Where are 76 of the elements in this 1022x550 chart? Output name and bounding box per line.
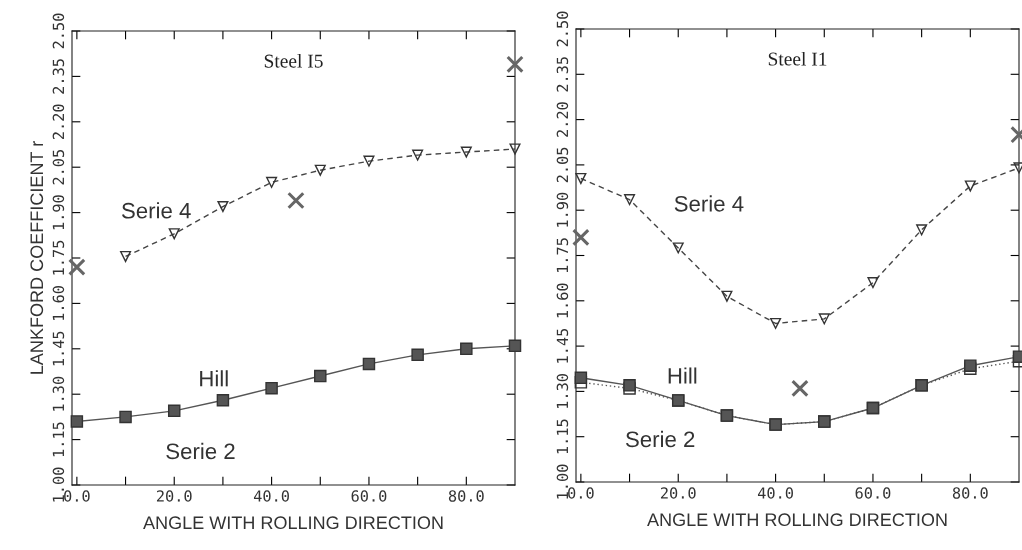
y-tick-label: 1.90 [556,192,569,227]
point [572,228,590,247]
y-tick-label: 2.50 [556,11,569,47]
point [287,191,305,210]
point [818,313,830,325]
x-tick-label: 60.0 [855,487,891,499]
annotation: Serie 4 [121,202,191,219]
y-tick-label: 1.00 [556,464,569,499]
point [460,342,473,356]
point [574,371,588,385]
annotation: Hill [668,367,697,384]
y-tick-label: 1.75 [556,238,569,273]
point [506,55,524,74]
point [266,176,278,188]
point [509,143,521,155]
x-tick-label: 80.0 [448,490,484,502]
point [265,381,278,395]
point [314,164,326,176]
point [672,242,684,254]
point [70,415,84,428]
y-tick-label: 2.05 [52,150,65,185]
annotation: Serie 2 [166,442,235,460]
y-tick-label: 1.90 [52,195,65,230]
point [916,224,928,236]
point [770,317,782,330]
point [508,339,522,353]
point [168,228,180,240]
y-tick-label: 2.50 [52,13,65,49]
y-tick-label: 1.75 [52,240,65,275]
y-tick-label: 1.45 [556,328,569,363]
point [119,410,132,424]
point [623,194,636,206]
point [314,369,327,383]
y-tick-label: 1.45 [52,331,65,366]
annotation: Serie 2 [625,430,695,448]
point [68,258,86,276]
x-tick-label: 20.0 [156,490,192,502]
point [460,146,472,158]
annotation: Hill [200,370,228,387]
point [119,250,132,263]
x-tick-label: 60.0 [351,490,387,502]
y-tick-label: 1.15 [556,419,569,454]
y-axis-title: LANKFORD COEFFICIENT r [30,141,44,374]
point [167,404,181,418]
point [411,348,424,362]
point [964,180,976,192]
point [412,149,424,161]
y-tick-label: 1.60 [556,283,569,318]
y-tick-label: 1.60 [52,285,65,320]
y-tick-label: 1.15 [52,422,65,457]
text: Steel I5 [264,53,323,68]
point [362,357,376,371]
point [217,200,229,213]
x-tick-label: 40.0 [253,490,289,502]
point [216,394,230,407]
point [867,277,879,289]
x-tick-label: 80.0 [952,487,988,499]
point [721,290,733,302]
y-tick-label: 2.35 [556,57,569,92]
point [791,379,809,398]
y-tick-label: 2.20 [52,104,65,140]
y-tick-label: 2.20 [556,102,569,137]
x-tick-label: 40.0 [757,487,793,499]
x-axis-title: ANGLE WITH ROLLING DIRECTION [647,513,947,527]
y-tick-label: 1.30 [556,373,569,408]
text: Steel I1 [768,51,827,66]
x-axis-title: ANGLE WITH ROLLING DIRECTION [143,516,443,530]
point [363,155,375,167]
x-tick-label: 20.0 [660,487,696,499]
y-tick-label: 2.05 [556,147,569,183]
x-tick-label: 0.0 [568,487,594,499]
y-tick-label: 1.00 [52,467,65,502]
x-tick-label: 0.0 [64,490,90,502]
y-tick-label: 1.30 [52,376,65,411]
y-tick-label: 2.35 [52,59,65,94]
annotation: Serie 4 [674,195,744,212]
